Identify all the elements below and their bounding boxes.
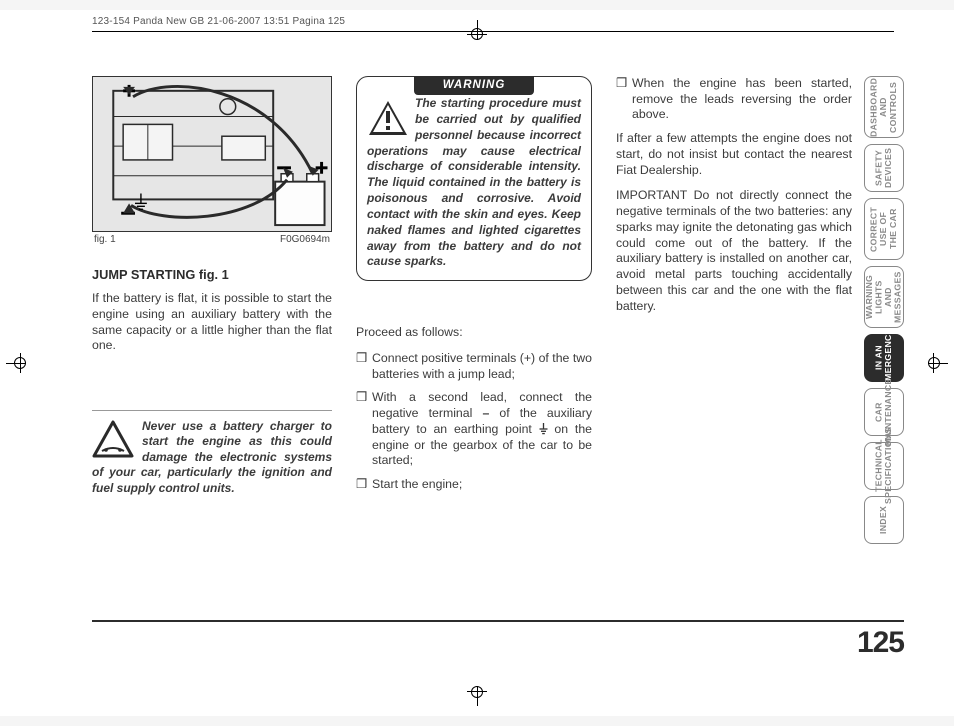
content-area: fig. 1 F0G0694m JUMP STARTING fig. 1 If … [92,76,852,520]
tab-emergency[interactable]: IN AN EMERGENCY [864,334,904,382]
tab-warning-lights[interactable]: WARNING LIGHTS AND MESSAGES [864,266,904,328]
list-item: ❒ With a second lead, connect the negati… [356,390,592,469]
list-text: When the engine has been started, remove… [632,76,852,123]
list-item: ❒ Start the engine; [356,477,592,493]
figure-1-illustration [92,76,332,232]
list-text: With a second lead, connect the negative… [372,390,592,469]
list-text: Start the engine; [372,477,462,493]
manual-page: 123-154 Panda New GB 21-06-2007 13:51 Pa… [0,10,954,716]
body-text: If the battery is flat, it is possible t… [92,291,332,354]
footer-rule [92,620,904,622]
bullet-icon: ❒ [356,351,367,382]
print-header: 123-154 Panda New GB 21-06-2007 13:51 Pa… [92,16,894,32]
crop-mark [933,353,934,373]
list-item: ❒ Connect positive terminals (+) of the … [356,351,592,382]
warning-box: WARNING The starting procedure must be c… [356,76,592,281]
warning-triangle-icon [92,419,134,461]
header-rule [92,31,894,32]
crop-mark [471,686,483,698]
body-text: If after a few attempts the engine does … [616,131,852,178]
body-text: Proceed as follows: [356,325,592,341]
caution-box: Never use a battery charger to start the… [92,410,332,520]
crop-mark [928,357,940,369]
column-2: WARNING The starting procedure must be c… [356,76,592,520]
section-title: JUMP STARTING fig. 1 [92,267,332,283]
warning-header: WARNING [414,76,534,95]
bullet-icon: ❒ [356,477,367,493]
crop-mark [467,34,487,35]
page-number: 125 [857,626,904,660]
tab-index[interactable]: INDEX [864,496,904,544]
ground-icon [539,424,548,436]
crop-mark [467,691,487,692]
bullet-icon: ❒ [356,390,367,469]
warning-triangle-icon [367,99,409,139]
bullet-icon: ❒ [616,76,627,123]
print-header-text: 123-154 Panda New GB 21-06-2007 13:51 Pa… [92,16,345,27]
tab-safety[interactable]: SAFETY DEVICES [864,144,904,192]
list-text: Connect positive terminals (+) of the tw… [372,351,592,382]
list-item: ❒ When the engine has been started, remo… [616,76,852,123]
tab-technical[interactable]: TECHNICAL SPECIFICATIONS [864,442,904,490]
tab-correct-use[interactable]: CORRECT USE OF THE CAR [864,198,904,260]
column-3: ❒ When the engine has been started, remo… [616,76,852,520]
figure-code: F0G0694m [280,234,330,247]
jump-start-diagram [93,77,331,231]
tab-dashboard[interactable]: DASHBOARD AND CONTROLS [864,76,904,138]
crop-mark [20,353,21,373]
column-1: fig. 1 F0G0694m JUMP STARTING fig. 1 If … [92,76,332,520]
figure-number: fig. 1 [94,234,116,247]
body-text: IMPORTANT Do not directly connect the ne… [616,188,852,314]
section-tabs-sidebar: DASHBOARD AND CONTROLS SAFETY DEVICES CO… [864,76,904,544]
figure-caption-row: fig. 1 F0G0694m [92,234,332,247]
